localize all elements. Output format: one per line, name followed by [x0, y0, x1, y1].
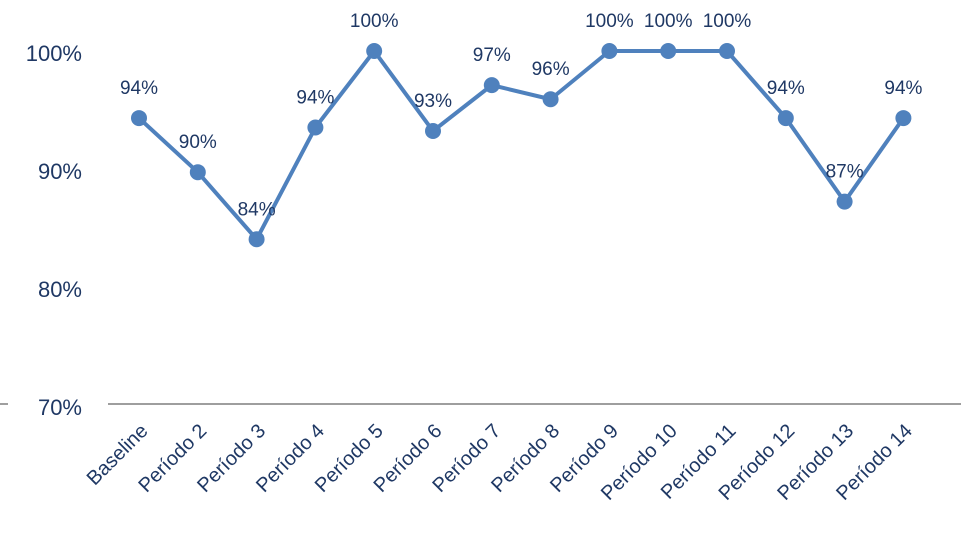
- data-label: 100%: [703, 11, 752, 32]
- data-point: [248, 231, 265, 248]
- data-point: [425, 123, 441, 140]
- data-label: 90%: [179, 132, 217, 153]
- data-label: 100%: [644, 11, 693, 32]
- data-label: 84%: [238, 199, 276, 220]
- data-point: [836, 193, 853, 210]
- data-point: [542, 91, 559, 108]
- data-label: 100%: [350, 11, 399, 32]
- y-tick-label: 70%: [38, 395, 82, 420]
- data-point: [895, 110, 912, 127]
- data-point: [307, 119, 324, 136]
- y-axis-ticks: 100% 90% 80% 70%: [26, 41, 82, 420]
- data-label: 96%: [532, 59, 570, 80]
- data-label: 97%: [473, 45, 511, 66]
- data-label: 94%: [120, 78, 158, 99]
- y-tick-label: 100%: [26, 41, 82, 66]
- y-tick-label: 90%: [38, 159, 82, 184]
- data-labels: 94% 90% 84% 94% 100% 93% 97% 96% 100% 100% 100% 94%…: [120, 11, 923, 220]
- data-point: [483, 77, 500, 94]
- data-point: [366, 43, 383, 59]
- data-point: [189, 164, 206, 181]
- data-point: [719, 43, 735, 59]
- data-label: 87%: [826, 162, 864, 183]
- data-point: [131, 110, 147, 127]
- data-label: 94%: [296, 87, 334, 108]
- data-point: [660, 43, 677, 59]
- data-point: [601, 43, 618, 59]
- data-label: 94%: [884, 78, 922, 99]
- series-line: [137, 49, 906, 242]
- data-label: 100%: [585, 11, 634, 32]
- data-label: 94%: [767, 78, 805, 99]
- y-tick-label: 80%: [38, 277, 82, 302]
- data-point: [777, 110, 794, 127]
- data-label: 93%: [414, 91, 452, 112]
- series-markers: [131, 43, 912, 248]
